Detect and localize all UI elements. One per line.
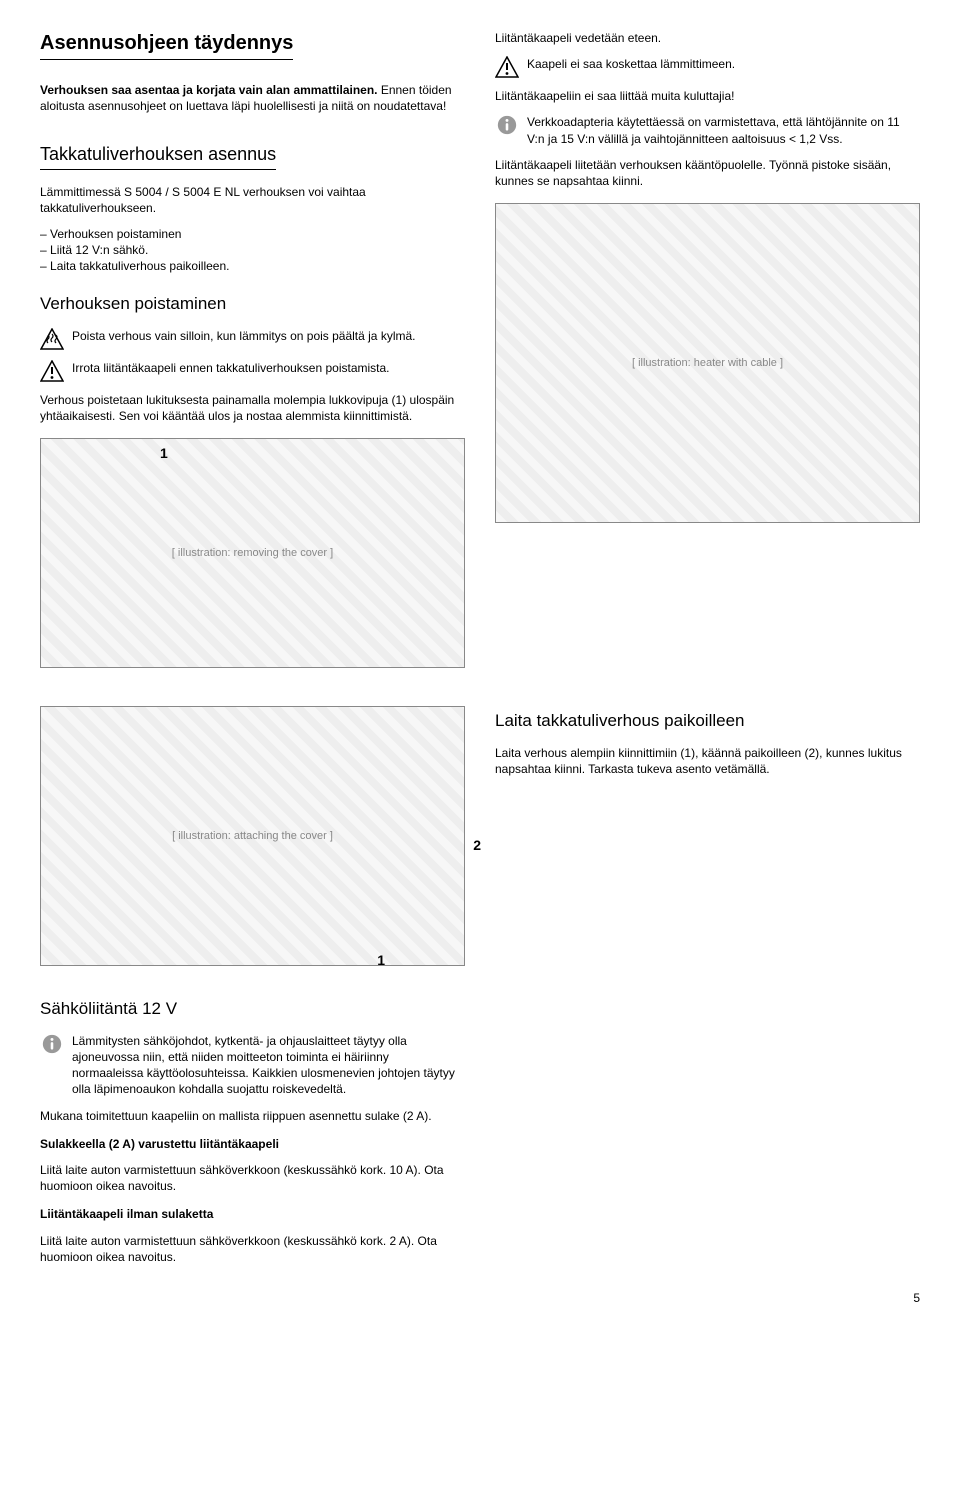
install-p1: Lämmittimessä S 5004 / S 5004 E NL verho… xyxy=(40,184,465,216)
info-text: Verkkoadapteria käytettäessä on varmiste… xyxy=(527,114,920,146)
subhead-cable-with-fuse: Sulakkeella (2 A) varustettu liitäntäkaa… xyxy=(40,1136,462,1152)
wiring-info: Lämmitysten sähköjohdot, kytkentä- ja oh… xyxy=(40,1033,462,1098)
fuse-included: Mukana toimitettuun kaapeliin on mallist… xyxy=(40,1108,462,1124)
figure-callout-1b: 1 xyxy=(377,951,385,970)
cable-with-fuse-text: Liitä laite auton varmistettuun sähköver… xyxy=(40,1162,462,1194)
caution-disconnect-warning: Irrota liitäntäkaapeli ennen takkatulive… xyxy=(40,360,465,382)
intro-lead: Verhouksen saa asentaa ja korjata vain a… xyxy=(40,83,378,97)
cable-no-fuse-text: Liitä laite auton varmistettuun sähköver… xyxy=(40,1233,462,1265)
list-item: Verhouksen poistaminen xyxy=(40,226,465,242)
list-item: Laita takkatuliverhous paikoilleen. xyxy=(40,258,465,274)
illustration-placeholder: [ illustration: removing the cover ] xyxy=(40,438,465,668)
cable-no-others: Liitäntäkaapeliin ei saa liittää muita k… xyxy=(495,88,920,104)
remove-instructions: Verhous poistetaan lukituksesta painamal… xyxy=(40,392,465,424)
page-title: Asennusohjeen täydennys xyxy=(40,30,293,60)
install-steps-list: Verhouksen poistaminen Liitä 12 V:n sähk… xyxy=(40,226,465,275)
info-icon xyxy=(495,114,519,136)
subheading-remove-cover: Verhouksen poistaminen xyxy=(40,293,465,316)
list-item: Liitä 12 V:n sähkö. xyxy=(40,242,465,258)
figure-heater-assembly: [ illustration: heater with cable ] xyxy=(495,203,920,523)
figure-callout-2: 2 xyxy=(473,836,481,855)
warning-icon xyxy=(40,360,64,382)
figure-install-cover: [ illustration: attaching the cover ] 2 … xyxy=(40,706,465,966)
warning-text: Poista verhous vain silloin, kun lämmity… xyxy=(72,328,465,344)
illustration-placeholder: [ illustration: attaching the cover ] xyxy=(40,706,465,966)
figure-callout-1: 1 xyxy=(160,444,168,463)
figure-remove-cover: [ illustration: removing the cover ] 1 xyxy=(40,438,465,668)
warning-text: Kaapeli ei saa koskettaa lämmittimeen. xyxy=(527,56,920,72)
subheading-electrical: Sähköliitäntä 12 V xyxy=(40,998,462,1021)
warning-icon xyxy=(495,56,519,78)
intro-paragraph: Verhouksen saa asentaa ja korjata vain a… xyxy=(40,82,465,114)
subheading-install-cover: Laita takkatuliverhous paikoilleen xyxy=(495,710,920,733)
cable-connect-rear: Liitäntäkaapeli liitetään verhouksen kää… xyxy=(495,157,920,189)
section-heading-install: Takkatuliverhouksen asennus xyxy=(40,142,276,169)
subhead-cable-no-fuse: Liitäntäkaapeli ilman sulaketta xyxy=(40,1206,462,1222)
install-cover-instructions: Laita verhous alempiin kiinnittimiin (1)… xyxy=(495,745,920,777)
cable-routing: Liitäntäkaapeli vedetään eteen. xyxy=(495,30,920,46)
adapter-info: Verkkoadapteria käytettäessä on varmiste… xyxy=(495,114,920,146)
illustration-placeholder: [ illustration: heater with cable ] xyxy=(495,203,920,523)
hot-surface-warning: Poista verhous vain silloin, kun lämmity… xyxy=(40,328,465,350)
page-number: 5 xyxy=(40,1290,920,1306)
cable-touch-warning: Kaapeli ei saa koskettaa lämmittimeen. xyxy=(495,56,920,78)
info-icon xyxy=(40,1033,64,1055)
warning-text: Irrota liitäntäkaapeli ennen takkatulive… xyxy=(72,360,465,376)
info-text: Lämmitysten sähköjohdot, kytkentä- ja oh… xyxy=(72,1033,462,1098)
hot-surface-icon xyxy=(40,328,64,350)
